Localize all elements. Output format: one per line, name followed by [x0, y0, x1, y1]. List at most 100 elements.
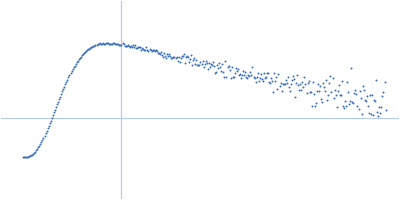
- Point: [228, 76, 234, 79]
- Point: [303, 91, 310, 95]
- Point: [100, 42, 107, 45]
- Point: [332, 88, 338, 91]
- Point: [332, 93, 339, 96]
- Point: [254, 72, 261, 75]
- Point: [148, 49, 155, 52]
- Point: [132, 44, 138, 47]
- Point: [46, 124, 52, 127]
- Point: [202, 63, 208, 66]
- Point: [374, 110, 380, 113]
- Point: [353, 93, 360, 96]
- Point: [96, 42, 103, 45]
- Point: [41, 134, 48, 137]
- Point: [28, 154, 34, 157]
- Point: [337, 93, 343, 97]
- Point: [286, 85, 292, 89]
- Point: [74, 59, 81, 62]
- Point: [109, 42, 115, 46]
- Point: [57, 95, 63, 98]
- Point: [380, 90, 387, 94]
- Point: [88, 46, 94, 49]
- Point: [48, 116, 55, 119]
- Point: [167, 55, 174, 58]
- Point: [345, 91, 351, 94]
- Point: [50, 114, 56, 117]
- Point: [52, 108, 58, 111]
- Point: [67, 72, 74, 75]
- Point: [351, 92, 358, 95]
- Point: [191, 57, 198, 60]
- Point: [85, 47, 91, 51]
- Point: [32, 150, 38, 153]
- Point: [145, 50, 152, 53]
- Point: [270, 90, 276, 93]
- Point: [230, 76, 237, 79]
- Point: [184, 55, 190, 58]
- Point: [58, 92, 64, 96]
- Point: [24, 155, 30, 159]
- Point: [364, 94, 370, 97]
- Point: [76, 58, 82, 61]
- Point: [367, 94, 373, 97]
- Point: [135, 46, 141, 49]
- Point: [62, 83, 68, 86]
- Point: [78, 55, 84, 58]
- Point: [129, 45, 135, 49]
- Point: [196, 64, 203, 67]
- Point: [169, 57, 176, 60]
- Point: [232, 72, 238, 75]
- Point: [139, 47, 146, 50]
- Point: [280, 83, 287, 86]
- Point: [311, 92, 317, 95]
- Point: [65, 76, 72, 79]
- Point: [287, 89, 293, 92]
- Point: [29, 153, 35, 156]
- Point: [273, 75, 280, 78]
- Point: [156, 51, 162, 55]
- Point: [171, 55, 178, 58]
- Point: [161, 52, 167, 55]
- Point: [141, 48, 148, 51]
- Point: [209, 63, 215, 66]
- Point: [206, 61, 212, 64]
- Point: [82, 50, 88, 54]
- Point: [271, 72, 278, 75]
- Point: [150, 49, 157, 52]
- Point: [170, 55, 177, 59]
- Point: [338, 93, 344, 96]
- Point: [183, 56, 189, 59]
- Point: [188, 54, 194, 57]
- Point: [239, 73, 245, 76]
- Point: [246, 74, 252, 78]
- Point: [228, 65, 235, 68]
- Point: [289, 79, 295, 82]
- Point: [61, 85, 68, 88]
- Point: [358, 113, 365, 116]
- Point: [308, 105, 315, 108]
- Point: [204, 61, 210, 64]
- Point: [306, 91, 313, 94]
- Point: [163, 56, 169, 60]
- Point: [172, 57, 179, 60]
- Point: [225, 65, 232, 68]
- Point: [236, 73, 242, 76]
- Point: [84, 48, 90, 52]
- Point: [128, 44, 134, 47]
- Point: [285, 76, 291, 79]
- Point: [126, 44, 132, 47]
- Point: [121, 44, 128, 47]
- Point: [138, 48, 144, 51]
- Point: [150, 48, 156, 51]
- Point: [39, 138, 46, 142]
- Point: [252, 80, 259, 84]
- Point: [297, 82, 304, 86]
- Point: [340, 104, 346, 107]
- Point: [224, 66, 231, 69]
- Point: [146, 48, 153, 51]
- Point: [33, 149, 40, 152]
- Point: [260, 80, 266, 83]
- Point: [200, 65, 207, 68]
- Point: [155, 52, 161, 55]
- Point: [293, 81, 299, 84]
- Point: [187, 58, 193, 61]
